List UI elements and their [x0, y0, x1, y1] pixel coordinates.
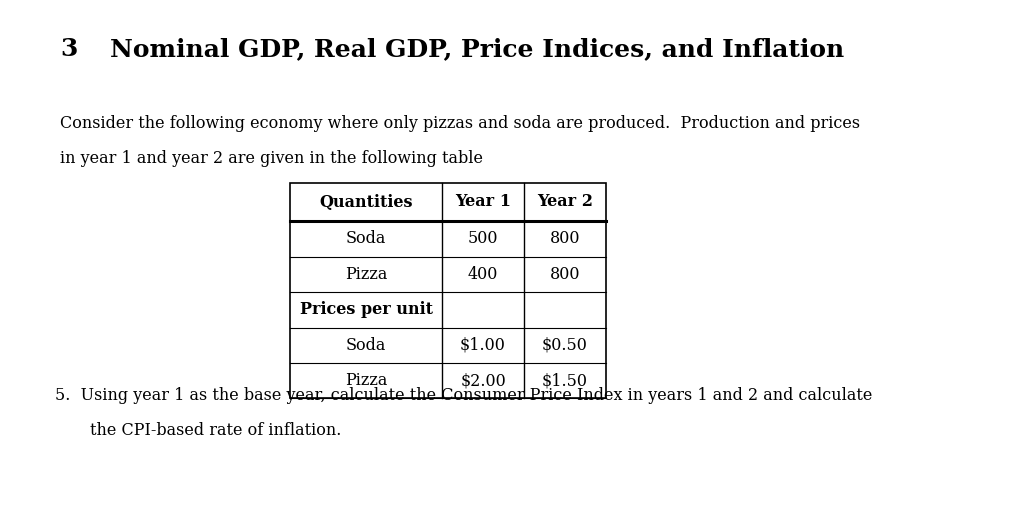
Text: in year 1 and year 2 are given in the following table: in year 1 and year 2 are given in the fo…: [60, 150, 483, 167]
Text: $0.50: $0.50: [542, 337, 588, 354]
Text: Year 2: Year 2: [537, 193, 593, 211]
Text: 800: 800: [550, 266, 581, 283]
Text: Nominal GDP, Real GDP, Price Indices, and Inflation: Nominal GDP, Real GDP, Price Indices, an…: [110, 37, 844, 61]
Text: 5.  Using year 1 as the base year, calculate the Consumer Price Index in years 1: 5. Using year 1 as the base year, calcul…: [55, 387, 872, 404]
Text: 400: 400: [468, 266, 499, 283]
Text: $2.00: $2.00: [460, 372, 506, 389]
Text: $1.00: $1.00: [460, 337, 506, 354]
Text: Prices per unit: Prices per unit: [300, 301, 433, 318]
Text: Pizza: Pizza: [345, 266, 387, 283]
Text: $1.50: $1.50: [542, 372, 588, 389]
Text: Quantities: Quantities: [319, 193, 413, 211]
Text: 500: 500: [468, 230, 499, 247]
Text: Soda: Soda: [346, 230, 386, 247]
Text: Consider the following economy where only pizzas and soda are produced.  Product: Consider the following economy where onl…: [60, 115, 860, 132]
Text: 800: 800: [550, 230, 581, 247]
Text: Soda: Soda: [346, 337, 386, 354]
Text: the CPI-based rate of inflation.: the CPI-based rate of inflation.: [90, 422, 341, 439]
Text: 3: 3: [60, 37, 78, 61]
Bar: [290, 183, 606, 398]
Text: Pizza: Pizza: [345, 372, 387, 389]
Text: Year 1: Year 1: [455, 193, 511, 211]
